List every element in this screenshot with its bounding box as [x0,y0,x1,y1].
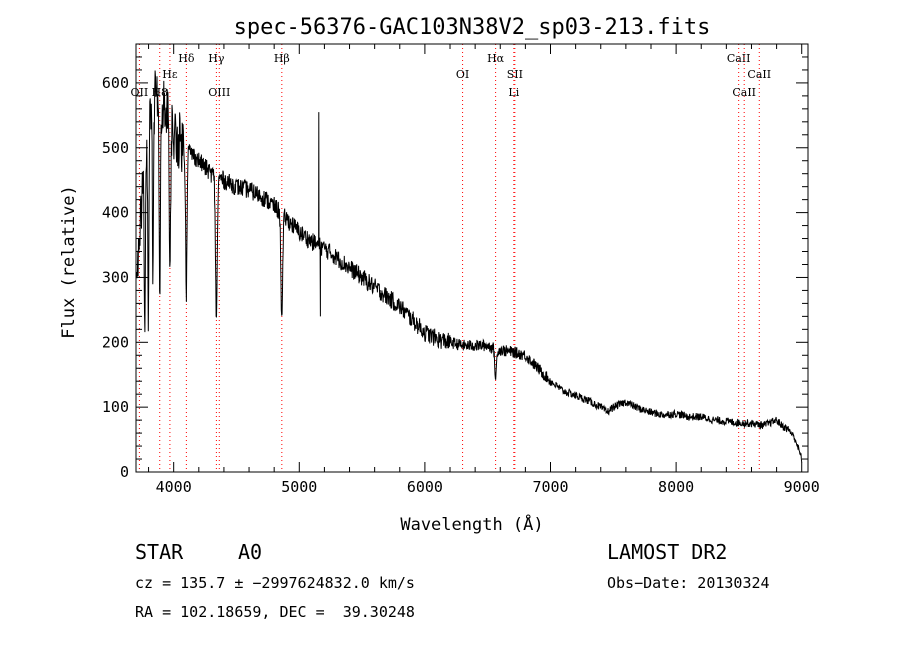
x-tick-label: 8000 [658,478,694,496]
y-tick-label: 300 [102,268,129,286]
spectrum-series [136,70,803,463]
y-tick-label: 600 [102,74,129,92]
y-tick-label: 400 [102,204,129,222]
x-tick-label: 9000 [784,478,820,496]
x-tick-label: 4000 [156,478,192,496]
spectrum-line [136,70,803,463]
line-marker-label: Hα [487,52,505,65]
line-marker-label: OIII [208,86,230,99]
sky-coordinates: RA = 102.18659, DEC = 39.30248 [135,603,415,621]
plot-axes: 4000 5000 6000 7000 8000 9000 0 100 200 300 400 500… [102,43,820,496]
object-subclass: A0 [238,540,263,564]
line-marker-label: CaII [727,52,751,65]
y-tick-label: 100 [102,398,129,416]
y-axis-label: Flux (relative) [59,185,79,339]
line-marker-label: Hε [162,68,178,81]
line-marker-label: H8 [151,86,168,99]
line-marker-label: CaII [747,68,771,81]
line-marker-label: Hβ [274,52,290,65]
line-marker-label: CaII [732,86,756,99]
y-tick-label: 500 [102,139,129,157]
line-marker-label: Hγ [208,52,225,65]
line-marker-label: Hδ [178,52,195,65]
chart-title: spec-56376-GAC103N38V2_sp03-213.fits [234,15,711,40]
line-marker-label: OII [131,86,149,99]
object-type: STAR [135,540,184,564]
x-tick-label: 5000 [281,478,317,496]
survey-name: LAMOST DR2 [607,540,728,564]
y-tick-label: 200 [102,333,129,351]
x-axis-label: Wavelength (Å) [400,513,543,535]
redshift-velocity: cz = 135.7 ± −2997624832.0 km/s [135,574,415,592]
x-tick-label: 7000 [532,478,568,496]
y-tick-label: 0 [120,463,129,481]
x-tick-label: 6000 [407,478,443,496]
line-marker-label: Li [508,86,519,99]
plot-frame [135,43,809,473]
line-marker-label: SII [507,68,523,81]
line-marker-label: OI [456,68,469,81]
observation-date: Obs−Date: 20130324 [607,574,770,592]
